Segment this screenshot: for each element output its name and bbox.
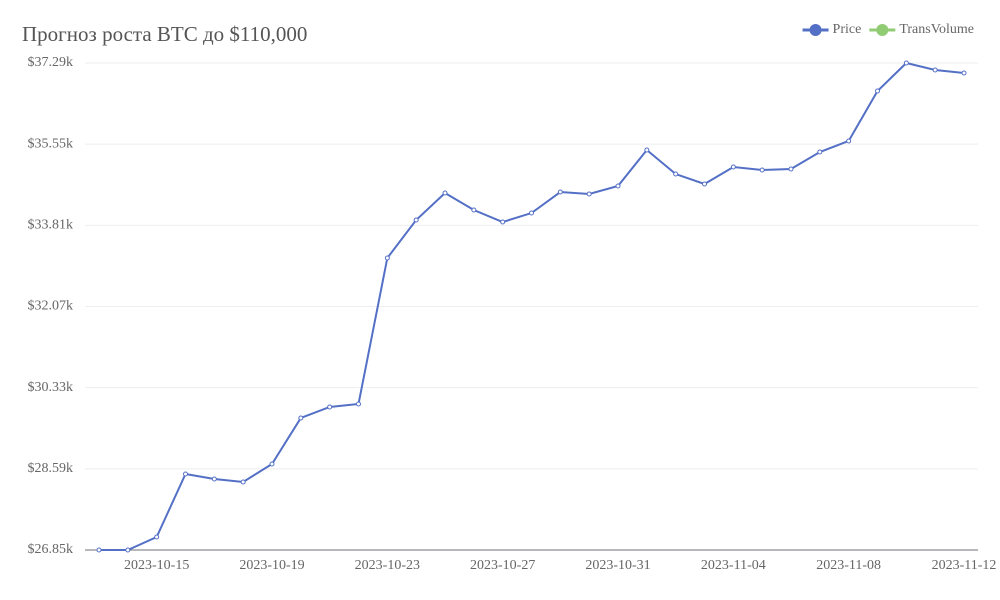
y-tick-label: $30.33k	[28, 380, 74, 395]
point	[154, 534, 160, 540]
point	[615, 183, 621, 189]
point	[384, 255, 390, 261]
x-tick-label: 2023-11-08	[816, 558, 881, 573]
point	[356, 401, 361, 407]
point	[961, 70, 967, 76]
y-tick-label: $32.07k	[28, 299, 74, 314]
point	[183, 471, 188, 477]
point	[529, 210, 534, 216]
point	[759, 167, 765, 173]
point	[788, 166, 794, 172]
legend-marker	[876, 24, 889, 36]
point	[875, 88, 880, 94]
point	[471, 207, 477, 213]
x-tick-label: 2023-10-15	[124, 558, 189, 573]
point	[644, 147, 650, 153]
point	[557, 189, 563, 195]
x-tick-label: 2023-11-04	[701, 558, 766, 573]
y-tick-label: $37.29k	[28, 55, 74, 70]
legend-marker	[809, 24, 822, 36]
point	[240, 479, 246, 485]
point	[298, 415, 304, 421]
chart-title: Прогноз роста BTC до $110,000	[22, 22, 307, 46]
point	[586, 191, 592, 197]
point	[500, 219, 506, 225]
point	[673, 171, 679, 177]
point	[442, 190, 448, 196]
x-tick-label: 2023-10-23	[355, 558, 420, 573]
point	[903, 60, 909, 66]
point	[932, 67, 938, 73]
y-tick-label: $26.85k	[28, 542, 74, 557]
y-tick-label: $35.55k	[28, 136, 74, 151]
x-tick-label: 2023-10-19	[239, 558, 304, 573]
point	[730, 164, 736, 170]
point	[125, 547, 131, 553]
legend-label: TransVolume	[899, 22, 974, 37]
x-tick-label: 2023-10-31	[585, 558, 650, 573]
point	[96, 547, 102, 553]
legend-label: Price	[833, 22, 862, 37]
point	[702, 181, 707, 187]
x-tick-label: 2023-10-27	[470, 558, 535, 573]
y-tick-label: $28.59k	[28, 461, 74, 476]
point	[269, 461, 275, 467]
x-tick-label: 2023-11-12	[932, 558, 997, 573]
point	[327, 404, 333, 410]
point	[413, 217, 419, 223]
point	[211, 476, 217, 482]
point	[817, 149, 823, 155]
y-tick-label: $33.81k	[28, 218, 74, 233]
point	[846, 138, 852, 144]
